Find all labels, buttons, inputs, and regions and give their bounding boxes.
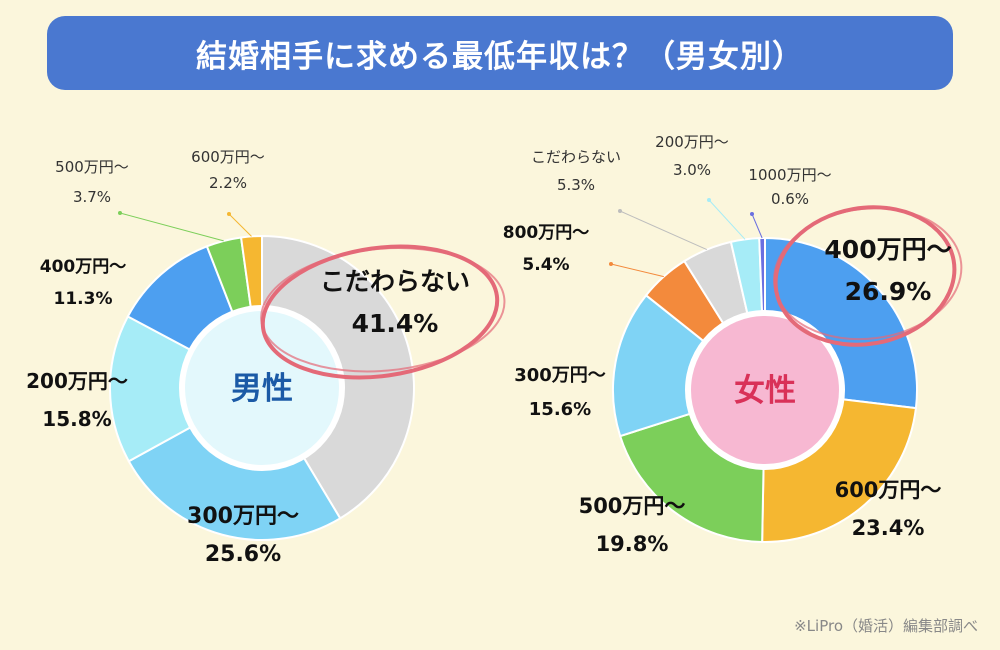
slice-label: 400万円～ <box>40 257 127 277</box>
slice-label: 600万円～ <box>191 148 265 166</box>
leader-dot <box>618 209 622 213</box>
leader-dot <box>750 212 754 216</box>
female-donut-chart: 女性 400万円～ 26.9% 600万円～ 23.4% 500万円～ 19.8% 300万円… <box>503 133 963 556</box>
chart-title: 結婚相手に求める最低年収は？（男女別） <box>196 38 804 75</box>
slice-value-label: 25.6% <box>205 542 281 567</box>
source-note: ※LiPro（婚活）編集部調べ <box>794 617 978 635</box>
leader-line <box>619 210 708 251</box>
slice-value-label: 3.7% <box>73 188 111 206</box>
male-donut-chart: 男性 こだわらない 41.4% 300万円～ 25.6% 200万円～ 15.8% 400万円… <box>26 148 506 567</box>
leader-dot <box>118 211 122 215</box>
slice-value-label: 0.6% <box>771 190 809 208</box>
leader-line <box>610 263 664 278</box>
leader-dot <box>609 262 613 266</box>
highlight-circle <box>773 207 963 341</box>
slice-value-label: 11.3% <box>54 289 113 309</box>
slice-value-label: 5.4% <box>522 255 569 275</box>
center-label: 女性 <box>734 373 796 409</box>
highlight-circle <box>260 247 506 373</box>
leader-line <box>708 199 746 240</box>
slice-label: 500万円～ <box>579 494 686 518</box>
slice-label: 800万円～ <box>503 223 590 243</box>
leader-dot <box>227 212 231 216</box>
slice-label: 1000万円～ <box>748 166 831 184</box>
leader-line <box>119 212 224 242</box>
leader-dot <box>707 198 711 202</box>
slice-label: 600万円～ <box>835 478 942 502</box>
slice-value-label: 15.8% <box>42 407 111 431</box>
slice-value-label: 26.9% <box>845 277 932 306</box>
slice-label: 200万円～ <box>655 133 729 151</box>
slice-value-label: 15.6% <box>529 399 591 420</box>
slice-value-label: 19.8% <box>596 532 669 556</box>
title-banner: 結婚相手に求める最低年収は？（男女別） <box>47 16 953 90</box>
slice-value-label: 5.3% <box>557 176 595 194</box>
slice-value-label: 3.0% <box>673 161 711 179</box>
slice-label: 300万円～ <box>187 504 299 529</box>
donut-hole <box>185 311 339 465</box>
slice-value-label: 41.4% <box>352 309 439 338</box>
donut-hole <box>691 316 839 464</box>
leader-line <box>751 213 763 239</box>
slice-value-label: 2.2% <box>209 174 247 192</box>
slice-label: こだわらない <box>320 267 470 296</box>
slice-label: 500万円～ <box>55 158 129 176</box>
slice-label: 400万円～ <box>824 235 951 264</box>
center-label: 男性 <box>231 371 293 407</box>
slice-value-label: 23.4% <box>852 516 925 540</box>
slice-label: 200万円～ <box>26 369 128 393</box>
slice-label: 300万円～ <box>514 365 606 386</box>
leader-line <box>228 213 252 237</box>
slice-label: こだわらない <box>531 148 621 166</box>
